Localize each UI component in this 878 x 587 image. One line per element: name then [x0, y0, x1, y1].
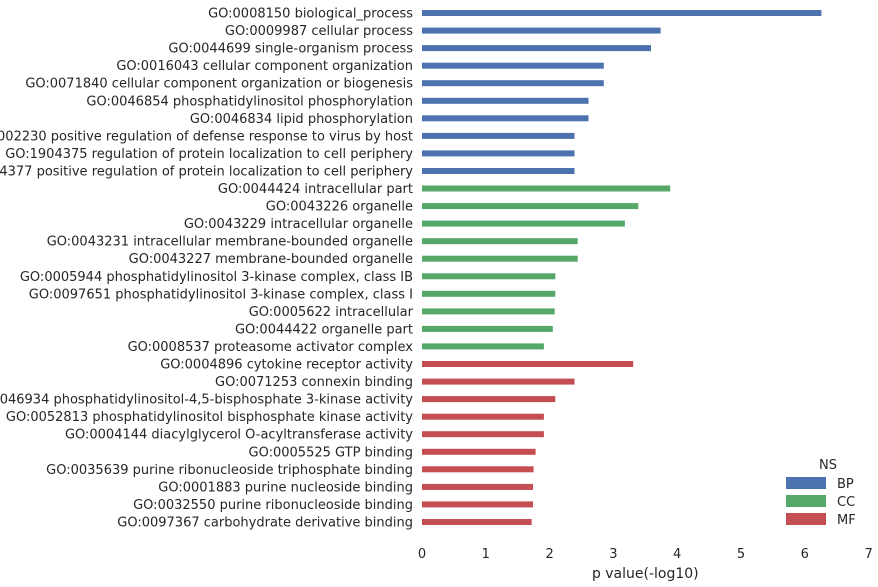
category-label-13: GO:0043229 intracellular organelle: [184, 217, 413, 232]
bar-28: [422, 483, 533, 490]
bar-11: [422, 185, 671, 192]
category-label-26: GO:0005525 GTP binding: [249, 445, 413, 460]
legend-swatch-cc: [786, 495, 826, 507]
category-label-24: GO:0052813 phosphatidylinositol bisphosp…: [6, 410, 413, 425]
category-label-22: GO:0071253 connexin binding: [215, 375, 413, 390]
bar-24: [422, 413, 544, 420]
category-label-15: GO:0043227 membrane-bounded organelle: [129, 252, 413, 267]
x-tick-label-0: 0: [418, 547, 426, 562]
category-label-18: GO:0005622 intracellular: [249, 305, 414, 320]
bar-18: [422, 308, 555, 315]
category-label-5: GO:0071840 cellular component organizati…: [25, 77, 413, 92]
x-axis-label: p value(-log10): [592, 566, 699, 582]
bar-6: [422, 97, 589, 104]
bar-3: [422, 45, 651, 52]
x-tick-label-1: 1: [482, 547, 490, 562]
x-tick-label-5: 5: [737, 547, 745, 562]
category-label-19: GO:0044422 organelle part: [235, 322, 413, 337]
legend-swatch-bp: [786, 477, 826, 489]
legend-title: NS: [819, 458, 837, 473]
bar-4: [422, 62, 604, 69]
category-labels: GO:0008150 biological_process GO:0009987 …: [0, 7, 414, 531]
bar-19: [422, 325, 553, 332]
category-label-14: GO:0043231 intracellular membrane-bounde…: [47, 235, 413, 250]
bar-17: [422, 290, 556, 297]
category-label-6: GO:0046854 phosphatidylinositol phosphor…: [86, 94, 413, 109]
bar-22: [422, 378, 575, 385]
legend-label-cc: CC: [837, 495, 855, 510]
bar-29: [422, 501, 533, 508]
category-label-16: GO:0005944 phosphatidylinositol 3-kinase…: [20, 270, 413, 285]
legend: NS BP CC MF: [786, 458, 856, 528]
bar-16: [422, 273, 556, 280]
category-label-8: GO:0002230 positive regulation of defens…: [0, 129, 413, 144]
bar-27: [422, 466, 534, 473]
bar-8: [422, 132, 575, 139]
category-label-10: GO:1904377 positive regulation of protei…: [0, 165, 413, 180]
category-label-20: GO:0008537 proteasome activator complex: [128, 340, 414, 355]
x-tick-label-3: 3: [609, 547, 617, 562]
category-label-23: GO:0046934 phosphatidylinositol-4,5-bisp…: [0, 393, 413, 408]
bar-20: [422, 343, 544, 350]
bar-15: [422, 255, 578, 262]
category-label-30: GO:0097367 carbohydrate derivative bindi…: [117, 516, 413, 531]
legend-entries: BP CC MF: [786, 477, 856, 528]
category-label-29: GO:0032550 purine ribonucleoside binding: [133, 498, 413, 513]
legend-swatch-mf: [786, 513, 826, 525]
x-tick-label-7: 7: [864, 547, 872, 562]
category-label-12: GO:0043226 organelle: [266, 200, 413, 215]
bar-10: [422, 168, 575, 174]
category-label-11: GO:0044424 intracellular part: [218, 182, 413, 197]
bar-14: [422, 238, 578, 245]
bar-9: [422, 150, 575, 157]
bar-1: [422, 10, 822, 16]
bar-12: [422, 203, 639, 210]
x-axis-ticks: 0 1 2 3 4 5 6 7: [418, 547, 873, 562]
category-label-2: GO:0009987 cellular process: [225, 24, 413, 39]
legend-label-bp: BP: [837, 477, 854, 492]
bar-7: [422, 115, 589, 122]
category-label-1: GO:0008150 biological_process: [208, 7, 413, 22]
legend-label-mf: MF: [837, 513, 856, 528]
bar-26: [422, 448, 536, 455]
bar-23: [422, 396, 556, 403]
category-label-25: GO:0004144 diacylglycerol O-acyltransfer…: [65, 428, 413, 443]
bar-21: [422, 361, 634, 367]
category-label-7: GO:0046834 lipid phosphorylation: [190, 112, 413, 127]
category-label-3: GO:0044699 single-organism process: [168, 42, 413, 57]
x-tick-label-4: 4: [673, 547, 681, 562]
bar-2: [422, 27, 661, 34]
category-label-27: GO:0035639 purine ribonucleoside triphos…: [46, 463, 413, 478]
bar-13: [422, 220, 625, 227]
bar-30: [422, 519, 532, 525]
category-label-17: GO:0097651 phosphatidylinositol 3-kinase…: [29, 287, 413, 302]
category-label-21: GO:0004896 cytokine receptor activity: [160, 358, 413, 373]
x-tick-label-6: 6: [801, 547, 809, 562]
bars-group: [422, 10, 822, 525]
bar-25: [422, 431, 544, 438]
category-label-28: GO:0001883 purine nucleoside binding: [158, 480, 413, 495]
category-label-9: GO:1904375 regulation of protein localiz…: [5, 147, 413, 162]
category-label-4: GO:0016043 cellular component organizati…: [116, 59, 413, 74]
bar-5: [422, 80, 604, 87]
x-tick-label-2: 2: [545, 547, 553, 562]
